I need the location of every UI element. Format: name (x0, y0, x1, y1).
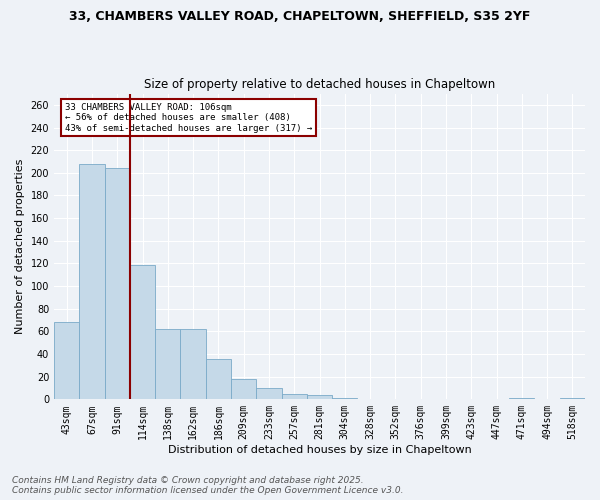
Bar (256, 388, 281, 400)
Bar (54, 322, 79, 400)
Bar (307, 395, 332, 400)
Bar (181, 329, 206, 400)
Bar (79, 164, 104, 400)
Bar (206, 358, 231, 400)
Bar (155, 329, 181, 400)
X-axis label: Distribution of detached houses by size in Chapeltown: Distribution of detached houses by size … (167, 445, 472, 455)
Bar (104, 168, 130, 400)
Text: 33, CHAMBERS VALLEY ROAD, CHAPELTOWN, SHEFFIELD, S35 2YF: 33, CHAMBERS VALLEY ROAD, CHAPELTOWN, SH… (70, 10, 530, 23)
Bar (281, 394, 307, 400)
Bar (130, 264, 155, 400)
Bar (509, 398, 535, 400)
Bar (332, 398, 358, 400)
Bar (231, 379, 256, 400)
Y-axis label: Number of detached properties: Number of detached properties (15, 159, 25, 334)
Bar (560, 398, 585, 400)
Text: 33 CHAMBERS VALLEY ROAD: 106sqm
← 56% of detached houses are smaller (408)
43% o: 33 CHAMBERS VALLEY ROAD: 106sqm ← 56% of… (65, 102, 312, 132)
Text: Contains HM Land Registry data © Crown copyright and database right 2025.
Contai: Contains HM Land Registry data © Crown c… (12, 476, 404, 495)
Title: Size of property relative to detached houses in Chapeltown: Size of property relative to detached ho… (144, 78, 495, 91)
